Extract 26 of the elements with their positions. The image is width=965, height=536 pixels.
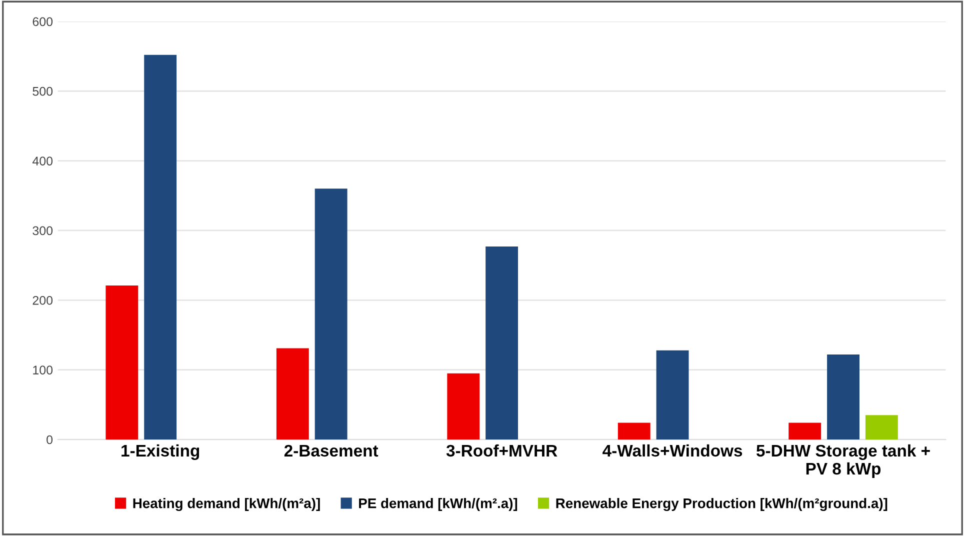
x-tick-label: 1-Existing	[122, 444, 200, 460]
bar	[314, 188, 348, 440]
bar	[144, 54, 177, 440]
y-tick-label: 0	[46, 435, 53, 444]
bar	[865, 415, 898, 440]
legend-label: Heating demand [kWh/(m²a)]	[133, 498, 320, 512]
x-tick-label: 2-Basement	[284, 444, 378, 457]
bar	[106, 286, 138, 440]
y-tick-label: 400	[32, 156, 53, 166]
y-tick-label: 100	[33, 366, 53, 374]
x-tick-label: 5-DHW Storage tank + PV 8 kWp	[756, 444, 930, 478]
x-tick-label: 4-Walls+Windows	[602, 444, 742, 457]
y-tick-label: 200	[32, 296, 53, 305]
bar	[788, 422, 822, 440]
bar	[656, 350, 689, 440]
y-tick-label: 300	[32, 226, 53, 236]
bar	[486, 246, 518, 440]
y-tick-label: 600	[32, 17, 53, 26]
bar	[618, 422, 650, 440]
legend-label: PE demand [kWh/(m².a)]	[359, 498, 518, 511]
bar	[827, 354, 860, 440]
bar	[447, 373, 480, 440]
legend-label: Renewable Energy Production [kWh/(m²ground.a)]	[556, 498, 888, 512]
y-tick-label: 500	[32, 86, 53, 96]
bar	[276, 348, 309, 440]
x-tick-label: 3-Roof+MVHR	[446, 444, 558, 457]
